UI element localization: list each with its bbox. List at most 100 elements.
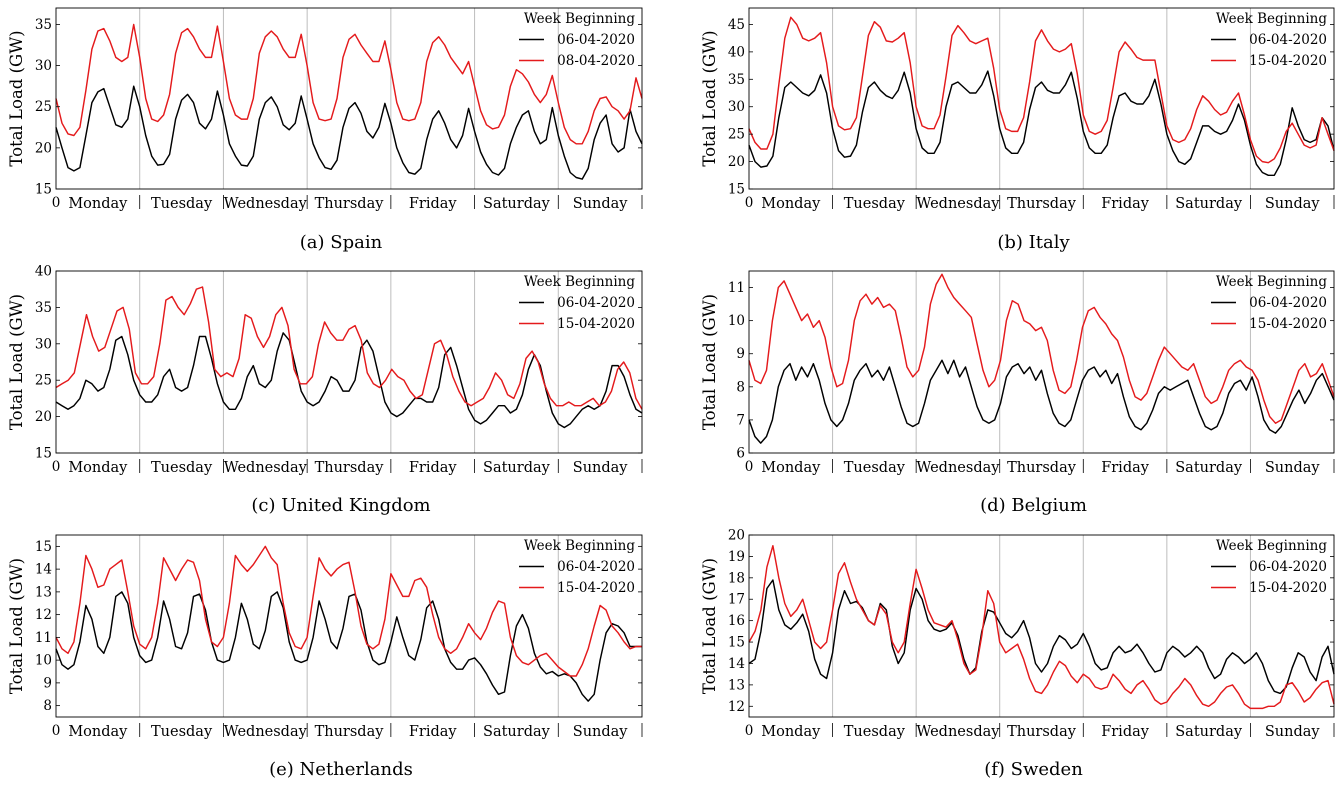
chart-3-series-group — [748, 273, 1335, 444]
chart-5-series-line-1 — [748, 579, 1335, 695]
chart-1-y-tick-label: 20 — [728, 154, 745, 170]
chart-5-y-axis-label: Total Load (GW) — [700, 558, 719, 694]
chart-1-day-label-wednesday: Wednesday — [916, 196, 1000, 212]
chart-0-legend: Week Beginning 06-04-2020 08-04-2020 — [519, 11, 635, 69]
chart-4-series-group — [55, 545, 642, 702]
chart-0-series-line-2 — [55, 23, 643, 145]
chart-0-day-label-friday: Friday — [409, 196, 458, 212]
chart-2-plot-frame — [55, 270, 643, 454]
chart-3-day-label-saturday: Saturday — [1175, 460, 1243, 476]
chart-0-legend-title: Week Beginning — [524, 11, 635, 27]
chart-1-series-line-1 — [748, 70, 1335, 177]
chart-2-y-tick-label: 15 — [35, 446, 52, 462]
chart-2-day-label-monday: Monday — [68, 460, 128, 476]
chart-4-legend-label-1: 06-04-2020 — [557, 559, 635, 575]
chart-4-y-axis-label: Total Load (GW) — [7, 558, 26, 694]
chart-0-legend-label-2: 08-04-2020 — [557, 53, 635, 69]
chart-5-plot-frame — [748, 534, 1335, 718]
chart-4-y-tick-label: 14 — [35, 562, 52, 578]
chart-3-legend-title: Week Beginning — [1216, 274, 1327, 290]
chart-4-plot-frame — [55, 534, 643, 718]
chart-2-legend-label-2: 15-04-2020 — [557, 316, 635, 332]
chart-4-day-label-sunday: Sunday — [573, 724, 629, 740]
chart-5-day-label-monday: Monday — [761, 724, 821, 740]
chart-4-day-label-monday: Monday — [68, 724, 128, 740]
chart-5-y-tick-label: 12 — [728, 699, 745, 715]
chart-1-legend-title: Week Beginning — [1216, 11, 1327, 27]
chart-5-y-tick-label: 16 — [728, 613, 745, 629]
chart-2-x-start-label: 0 — [52, 459, 61, 475]
chart-5-day-label-saturday: Saturday — [1175, 724, 1243, 740]
chart-2-y-tick-label: 25 — [35, 373, 52, 389]
chart-0-day-label-saturday: Saturday — [483, 196, 551, 212]
chart-5-legend-label-1: 06-04-2020 — [1249, 559, 1327, 575]
chart-2-y-tick-label: 40 — [35, 264, 52, 280]
chart-3-day-label-sunday: Sunday — [1265, 460, 1321, 476]
chart-2-day-label-tuesday: Tuesday — [151, 460, 213, 476]
chart-0-series-line-1 — [55, 85, 643, 180]
chart-0-caption: (a) Spain — [300, 232, 383, 253]
chart-2-y-tick-label: 35 — [35, 300, 52, 316]
chart-0-y-tick-label: 15 — [35, 182, 52, 198]
chart-0-plot-frame — [55, 7, 643, 190]
chart-2-legend-label-1: 06-04-2020 — [557, 295, 635, 311]
chart-2-series-line-1 — [55, 332, 643, 429]
chart-1-y-tick-label: 25 — [728, 127, 745, 143]
chart-0-y-tick-label: 35 — [35, 17, 52, 33]
chart-4-legend-title: Week Beginning — [524, 538, 635, 554]
chart-3-y-tick-label: 11 — [728, 280, 745, 296]
chart-4-legend: Week Beginning 06-04-2020 15-04-2020 — [519, 538, 635, 596]
chart-3-caption: (d) Belgium — [980, 495, 1087, 516]
chart-0-day-label-monday: Monday — [68, 196, 128, 212]
chart-3-day-label-monday: Monday — [761, 460, 821, 476]
chart-5-legend-label-2: 15-04-2020 — [1249, 580, 1327, 596]
chart-1-day-label-tuesday: Tuesday — [844, 196, 906, 212]
chart-0-y-tick-label: 30 — [35, 58, 52, 74]
chart-5-caption: (f) Sweden — [984, 759, 1083, 780]
chart-3-series-line-2 — [748, 273, 1335, 424]
chart-4-series-line-1 — [55, 591, 642, 702]
chart-5-legend: Week Beginning 06-04-2020 15-04-2020 — [1211, 538, 1327, 596]
chart-5-series-group — [748, 544, 1335, 710]
chart-0-y-axis-label: Total Load (GW) — [7, 30, 26, 166]
chart-5-y-tick-label: 18 — [728, 570, 745, 586]
chart-0-day-label-tuesday: Tuesday — [151, 196, 213, 212]
chart-4-legend-label-2: 15-04-2020 — [557, 580, 635, 596]
chart-4-caption: (e) Netherlands — [269, 759, 413, 780]
chart-1-legend-label-2: 15-04-2020 — [1249, 53, 1327, 69]
chart-5-y-tick-label: 19 — [728, 549, 745, 565]
chart-1-series-line-2 — [748, 16, 1335, 164]
chart-0-y-tick-label: 20 — [35, 140, 52, 156]
chart-4-series-line-2 — [55, 545, 642, 677]
chart-3-y-tick-label: 10 — [728, 313, 745, 329]
chart-1-y-tick-label: 15 — [728, 182, 745, 198]
chart-2-series-group — [55, 286, 643, 429]
chart-0-day-label-wednesday: Wednesday — [224, 196, 308, 212]
chart-5: 12 13 14 15 16 17 18 19 20 0 Monday Tuesday Wednesda… — [700, 528, 1335, 780]
chart-5-y-tick-label: 13 — [728, 677, 745, 693]
chart-1-day-label-thursday: Thursday — [1007, 196, 1077, 212]
chart-2-y-tick-label: 20 — [35, 409, 52, 425]
chart-3-legend: Week Beginning 06-04-2020 15-04-2020 — [1211, 274, 1327, 332]
chart-4-y-tick-label: 8 — [43, 698, 52, 714]
chart-2-y-tick-label: 30 — [35, 336, 52, 352]
chart-1-y-tick-label: 30 — [728, 99, 745, 115]
chart-1-y-tick-label: 45 — [728, 17, 745, 33]
chart-4-y-tick-label: 9 — [43, 675, 52, 691]
chart-1-series-group — [748, 16, 1335, 177]
chart-5-y-tick-label: 14 — [728, 656, 745, 672]
chart-1-legend-label-1: 06-04-2020 — [1249, 32, 1327, 48]
chart-3-y-tick-label: 7 — [736, 412, 745, 428]
chart-4-y-tick-label: 11 — [35, 630, 52, 646]
chart-5-day-label-wednesday: Wednesday — [916, 724, 1000, 740]
chart-5-day-label-friday: Friday — [1101, 724, 1150, 740]
chart-5-series-line-2 — [748, 544, 1335, 710]
chart-2-day-label-friday: Friday — [409, 460, 458, 476]
chart-5-day-label-sunday: Sunday — [1265, 724, 1321, 740]
chart-3-plot-frame — [748, 270, 1335, 454]
chart-5-day-label-tuesday: Tuesday — [844, 724, 906, 740]
chart-3-day-label-wednesday: Wednesday — [916, 460, 1000, 476]
chart-5-day-label-thursday: Thursday — [1007, 724, 1077, 740]
chart-2-y-axis-label: Total Load (GW) — [7, 294, 26, 430]
chart-5-y-tick-label: 20 — [728, 528, 745, 544]
